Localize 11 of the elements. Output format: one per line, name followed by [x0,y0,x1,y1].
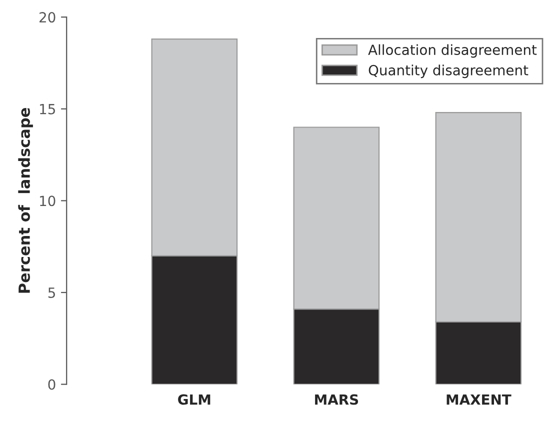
x-tick-label: MAXENT [446,394,512,405]
legend-label: Allocation disagreement [368,44,537,58]
y-tick-label: 15 [40,104,55,114]
legend-label: Quantity disagreement [368,64,528,78]
x-tick-label: MARS [315,394,358,405]
y-tick-label: 10 [40,196,56,206]
y-tick-label: 5 [48,288,55,298]
x-tick-label: GLM [178,394,210,405]
y-tick-label: 0 [48,379,56,390]
y-tick-label: 20 [40,12,56,23]
y-axis-title: Percent of landscape [18,108,33,293]
